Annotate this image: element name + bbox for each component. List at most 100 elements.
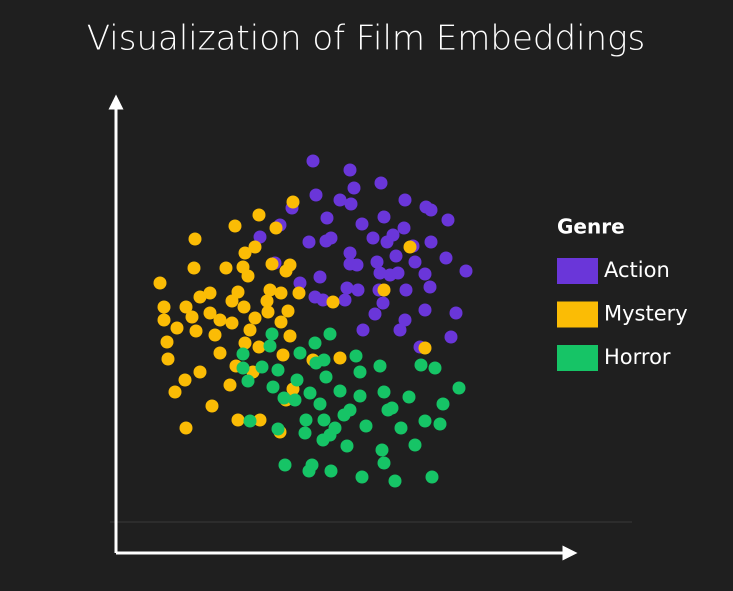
point — [398, 193, 412, 207]
point — [161, 352, 175, 366]
point — [344, 197, 358, 211]
point — [208, 328, 222, 342]
point — [391, 266, 405, 280]
point — [393, 323, 407, 337]
point — [359, 419, 373, 433]
point — [299, 413, 313, 427]
legend-swatch — [557, 301, 598, 328]
point — [377, 456, 391, 470]
legend-swatch — [557, 258, 598, 284]
point — [203, 306, 217, 320]
point — [403, 240, 417, 254]
point — [278, 458, 292, 472]
point — [398, 313, 412, 327]
point — [353, 365, 367, 379]
point — [449, 306, 463, 320]
point — [248, 240, 262, 254]
point — [418, 303, 432, 317]
point — [153, 276, 167, 290]
point — [355, 470, 369, 484]
point — [424, 203, 438, 217]
point — [375, 443, 389, 457]
point — [428, 361, 442, 375]
point — [279, 264, 293, 278]
point — [231, 413, 245, 427]
point — [253, 230, 267, 244]
legend-label: Mystery — [604, 302, 688, 326]
point — [326, 295, 340, 309]
point — [343, 163, 357, 177]
point — [241, 374, 255, 388]
point — [274, 286, 288, 300]
point — [170, 321, 184, 335]
point — [308, 290, 322, 304]
point — [308, 336, 322, 350]
point — [292, 286, 306, 300]
point — [414, 358, 428, 372]
point — [337, 408, 351, 422]
point — [444, 330, 458, 344]
point — [277, 391, 291, 405]
point — [271, 422, 285, 436]
point — [317, 413, 331, 427]
point — [281, 304, 295, 318]
point — [418, 267, 432, 281]
point — [397, 221, 411, 235]
point — [238, 336, 252, 350]
point — [388, 474, 402, 488]
point — [253, 413, 267, 427]
point — [441, 213, 455, 227]
point — [349, 349, 363, 363]
point — [298, 426, 312, 440]
point — [340, 439, 354, 453]
point — [323, 327, 337, 341]
point — [380, 235, 394, 249]
point — [266, 380, 280, 394]
point — [219, 261, 233, 275]
point — [399, 283, 413, 297]
point — [353, 389, 367, 403]
point — [374, 176, 388, 190]
point — [333, 193, 347, 207]
point — [302, 464, 316, 478]
point — [340, 281, 354, 295]
point — [265, 327, 279, 341]
point — [452, 381, 466, 395]
point — [347, 181, 361, 195]
point — [269, 221, 283, 235]
point — [241, 269, 255, 283]
point — [228, 219, 242, 233]
point — [157, 313, 171, 327]
point — [351, 283, 365, 297]
point — [265, 257, 279, 271]
point — [439, 251, 453, 265]
point — [356, 323, 370, 337]
point — [324, 464, 338, 478]
point — [260, 294, 274, 308]
point — [402, 390, 416, 404]
point — [433, 417, 447, 431]
point — [436, 397, 450, 411]
point — [377, 283, 391, 297]
point — [248, 311, 262, 325]
point — [408, 255, 422, 269]
point — [373, 359, 387, 373]
point — [286, 195, 300, 209]
point — [313, 397, 327, 411]
legend-swatch — [557, 345, 598, 371]
point — [213, 346, 227, 360]
point — [319, 234, 333, 248]
point — [313, 270, 327, 284]
point — [179, 421, 193, 435]
point — [263, 339, 277, 353]
point — [223, 378, 237, 392]
point — [343, 257, 357, 271]
point — [193, 290, 207, 304]
legend-label: Horror — [604, 345, 671, 369]
point — [394, 421, 408, 435]
point — [213, 313, 227, 327]
point — [366, 231, 380, 245]
point — [355, 217, 369, 231]
point — [252, 340, 266, 354]
